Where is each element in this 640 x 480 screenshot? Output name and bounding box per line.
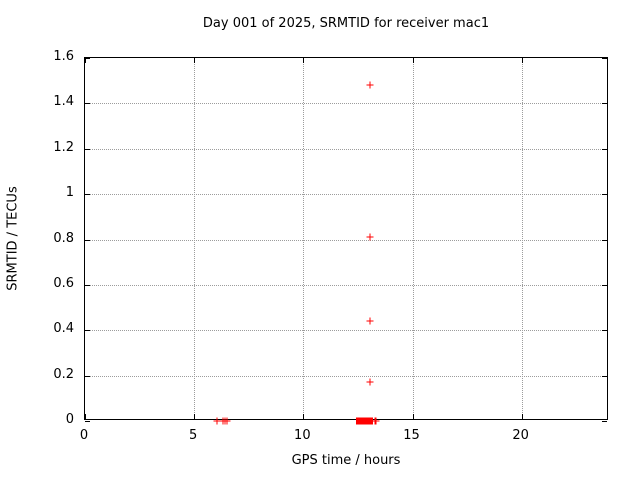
x-axis-label: GPS time / hours bbox=[291, 453, 401, 468]
x-tick-bottom bbox=[303, 414, 305, 419]
y-gridline bbox=[85, 103, 607, 105]
y-tick-left bbox=[85, 375, 90, 377]
x-tick-label: 15 bbox=[403, 428, 420, 443]
y-tick-left bbox=[85, 148, 90, 150]
plot-area bbox=[84, 57, 608, 425]
dense-data-band bbox=[356, 417, 374, 425]
x-tick-top bbox=[194, 58, 196, 63]
data-point-marker bbox=[372, 417, 380, 425]
y-tick-label: 1.6 bbox=[53, 49, 74, 64]
y-gridline bbox=[85, 330, 607, 332]
y-tick-right bbox=[602, 148, 607, 150]
y-tick-label: 1.4 bbox=[53, 94, 74, 110]
x-gridline bbox=[303, 58, 305, 419]
y-tick-label: 0 bbox=[65, 412, 74, 427]
x-tick-label: 10 bbox=[294, 428, 311, 443]
y-tick-left bbox=[85, 194, 90, 196]
y-tick-right bbox=[602, 58, 607, 59]
x-tick-bottom bbox=[85, 414, 86, 419]
y-tick-label: 0.6 bbox=[53, 275, 74, 291]
y-tick-label: 1 bbox=[65, 185, 74, 201]
data-point-marker bbox=[366, 81, 374, 89]
x-tick-top bbox=[521, 58, 523, 63]
x-tick-label: 5 bbox=[189, 428, 198, 443]
y-tick-left bbox=[85, 421, 90, 422]
data-point-marker bbox=[213, 417, 221, 425]
y-gridline bbox=[85, 239, 607, 241]
y-tick-right bbox=[602, 375, 607, 377]
y-tick-left bbox=[85, 103, 90, 105]
chart-title: Day 001 of 2025, SRMTID for receiver mac… bbox=[202, 16, 490, 31]
y-tick-label: 0.2 bbox=[53, 366, 74, 382]
y-tick-left bbox=[85, 330, 90, 332]
data-point-marker bbox=[223, 417, 231, 425]
data-point-marker bbox=[366, 233, 374, 241]
x-tick-bottom bbox=[412, 414, 414, 419]
x-tick-label: 0 bbox=[79, 428, 89, 443]
y-tick-left bbox=[85, 239, 90, 241]
data-point-marker bbox=[366, 378, 374, 386]
x-gridline bbox=[521, 58, 523, 419]
x-gridline bbox=[194, 58, 196, 419]
y-tick-right bbox=[602, 103, 607, 105]
y-gridline bbox=[85, 284, 607, 286]
y-tick-right bbox=[602, 284, 607, 286]
y-tick-right bbox=[602, 330, 607, 332]
data-point-marker bbox=[366, 317, 374, 325]
y-gridline bbox=[85, 375, 607, 377]
x-tick-top bbox=[412, 58, 414, 63]
y-tick-label: 1.2 bbox=[53, 139, 74, 155]
y-tick-right bbox=[602, 421, 607, 422]
y-gridline bbox=[85, 194, 607, 196]
y-gridline bbox=[85, 148, 607, 150]
y-tick-right bbox=[602, 239, 607, 241]
x-tick-label: 20 bbox=[512, 428, 529, 443]
y-tick-label: 0.8 bbox=[53, 230, 74, 246]
x-gridline bbox=[412, 58, 414, 419]
x-tick-top bbox=[303, 58, 305, 63]
x-tick-top bbox=[85, 58, 86, 63]
y-tick-right bbox=[602, 194, 607, 196]
y-tick-left bbox=[85, 58, 90, 59]
x-tick-bottom bbox=[521, 414, 523, 419]
y-tick-left bbox=[85, 284, 90, 286]
y-tick-label: 0.4 bbox=[53, 321, 74, 337]
x-tick-bottom bbox=[194, 414, 196, 419]
